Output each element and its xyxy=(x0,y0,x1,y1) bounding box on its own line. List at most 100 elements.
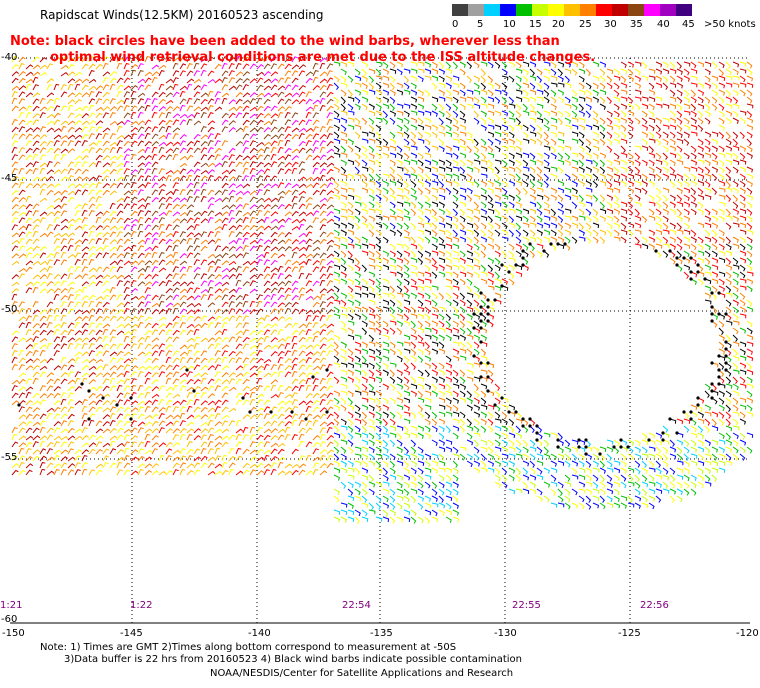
wind-barb xyxy=(697,250,705,256)
wind-barb xyxy=(319,364,326,371)
wind-barb xyxy=(501,208,509,214)
wind-barb xyxy=(284,70,292,77)
wind-barb xyxy=(585,103,592,110)
wind-barb xyxy=(95,238,102,245)
wind-barb xyxy=(305,225,313,231)
wind-barb xyxy=(221,392,229,399)
wind-barb xyxy=(256,154,264,161)
wind-barb xyxy=(711,152,718,160)
wind-barb xyxy=(571,222,579,229)
wind-barb xyxy=(473,411,481,418)
wind-barb xyxy=(585,215,592,223)
wind-barb xyxy=(221,175,229,182)
wind-barb xyxy=(179,356,186,364)
wind-barb xyxy=(333,460,340,467)
wind-barb xyxy=(389,222,396,230)
wind-barb xyxy=(417,320,423,328)
wind-barb xyxy=(585,439,591,447)
wind-barb xyxy=(144,154,152,161)
wind-barb xyxy=(536,467,543,475)
wind-barb xyxy=(361,173,368,181)
wind-barb xyxy=(179,266,187,273)
wind-barb xyxy=(739,397,747,403)
wind-barb xyxy=(501,75,509,81)
wind-barb xyxy=(655,250,662,258)
wind-barb xyxy=(564,82,572,88)
wind-barb xyxy=(403,460,410,468)
wind-barb xyxy=(459,446,467,452)
wind-barb xyxy=(536,439,543,447)
wind-barb xyxy=(361,89,369,96)
wind-barb xyxy=(445,180,453,186)
wind-barb xyxy=(137,84,145,91)
wind-barb xyxy=(305,258,312,266)
wind-barb xyxy=(487,110,495,116)
wind-barb xyxy=(193,120,202,126)
wind-barb xyxy=(305,336,313,343)
wind-barb xyxy=(137,245,144,252)
wind-barb xyxy=(319,421,328,427)
wind-barb xyxy=(676,110,683,118)
wind-barb xyxy=(95,372,104,378)
wind-barb xyxy=(32,260,41,266)
wind-barb xyxy=(270,308,278,315)
wind-barb xyxy=(634,201,642,207)
wind-barb xyxy=(256,393,265,399)
wind-barb xyxy=(431,180,439,186)
wind-barb xyxy=(179,134,187,140)
wind-barb xyxy=(347,243,355,249)
wind-barb xyxy=(718,110,725,118)
wind-barb xyxy=(732,355,740,362)
wind-barb xyxy=(312,246,321,252)
wind-barb xyxy=(46,84,53,91)
wind-barb xyxy=(746,376,753,384)
wind-barb xyxy=(25,210,33,217)
wind-barb xyxy=(613,215,620,223)
wind-barb xyxy=(298,419,305,427)
wind-barb xyxy=(25,329,32,336)
wind-barb xyxy=(571,117,579,123)
wind-barb xyxy=(599,229,607,236)
wind-barb xyxy=(389,362,397,368)
wind-barb xyxy=(158,56,166,63)
wind-barb xyxy=(480,348,487,356)
wind-barb xyxy=(95,365,104,371)
wind-barb xyxy=(585,173,593,180)
wind-barb xyxy=(452,229,458,237)
wind-barb xyxy=(74,155,83,161)
wind-barb xyxy=(431,96,439,103)
wind-barb xyxy=(109,147,116,154)
wind-barb xyxy=(361,320,368,327)
wind-barb xyxy=(340,89,347,97)
wind-barb xyxy=(522,474,530,481)
wind-barb xyxy=(382,474,389,482)
wind-barb xyxy=(445,89,452,97)
wind-barb xyxy=(312,99,321,105)
wind-barb xyxy=(116,274,125,280)
wind-barb xyxy=(641,117,648,125)
wind-barb xyxy=(508,222,516,229)
wind-barb xyxy=(501,110,509,117)
wind-barb xyxy=(718,152,726,158)
wind-barb xyxy=(179,70,186,77)
wind-barb xyxy=(424,257,432,264)
wind-barb xyxy=(326,309,334,315)
wind-barb xyxy=(137,342,144,350)
wind-barb xyxy=(634,446,641,453)
wind-barb xyxy=(235,154,243,161)
wind-barb xyxy=(382,383,389,390)
wind-barb xyxy=(186,265,193,273)
wind-barb xyxy=(137,70,144,77)
wind-barb xyxy=(312,155,321,161)
wind-barb xyxy=(389,348,396,356)
wind-barb xyxy=(620,222,627,230)
wind-barb xyxy=(424,467,432,473)
wind-barb xyxy=(480,208,488,215)
wind-barb xyxy=(445,243,453,249)
wind-barb xyxy=(263,294,271,301)
wind-barb xyxy=(158,412,165,420)
wind-barb xyxy=(375,89,383,96)
wind-barb xyxy=(669,96,677,102)
wind-barb xyxy=(515,250,522,258)
wind-barb xyxy=(375,425,382,433)
